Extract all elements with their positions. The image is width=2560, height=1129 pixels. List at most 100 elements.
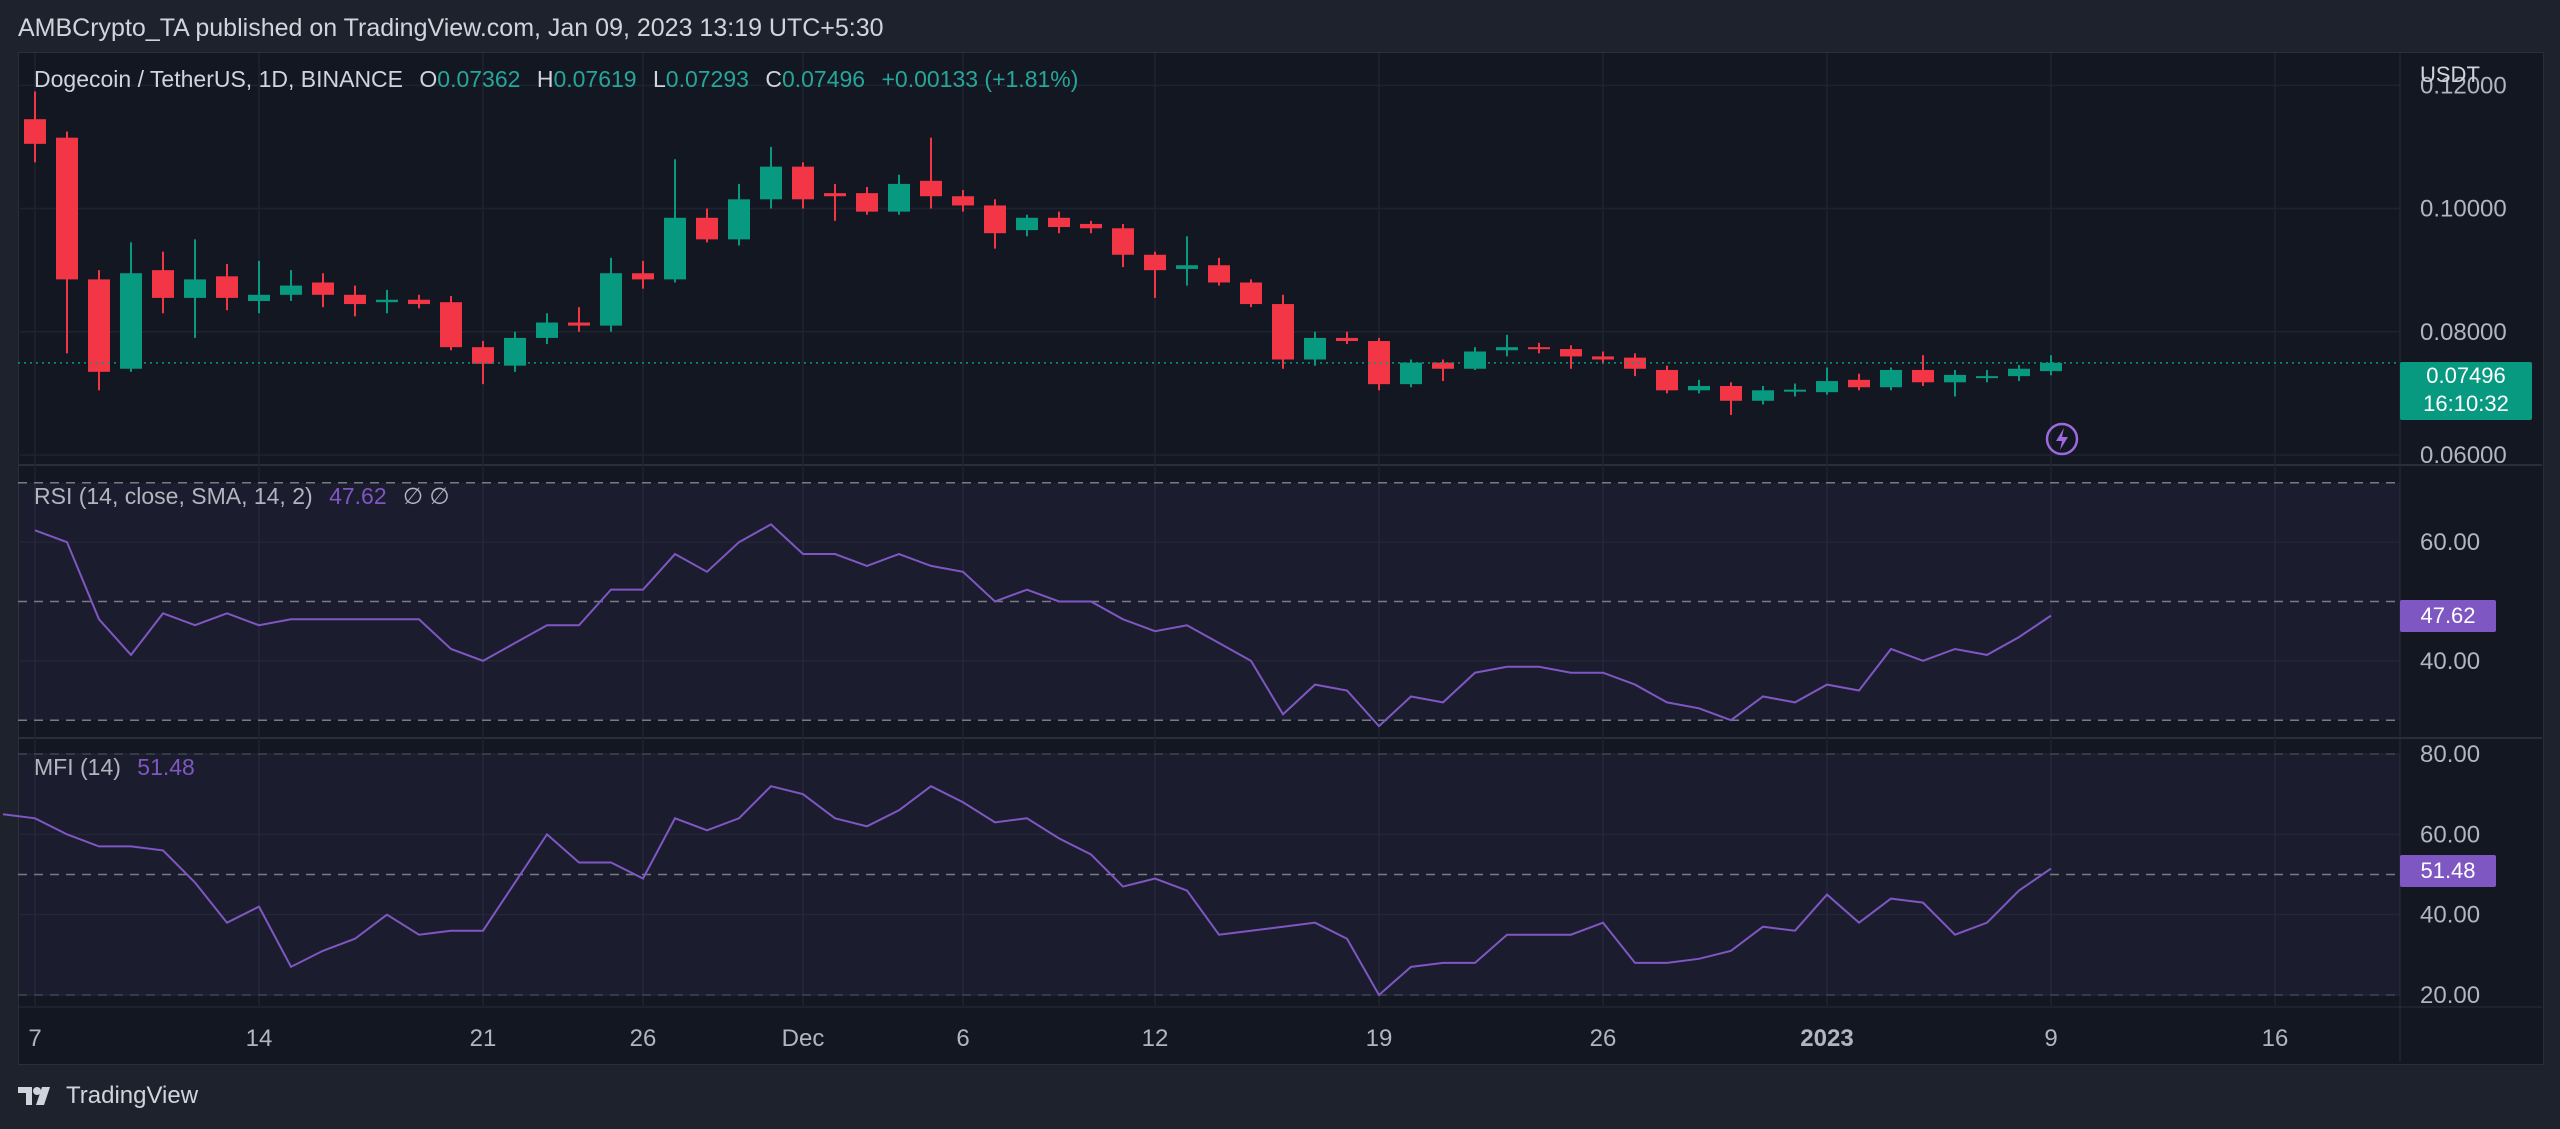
rsi-pane bbox=[18, 482, 2400, 728]
candle-body bbox=[1080, 223, 1102, 229]
x-tick-label: 26 bbox=[1590, 1025, 1617, 1052]
candle-body bbox=[1400, 362, 1422, 385]
candle-body bbox=[216, 276, 238, 298]
candle-body bbox=[1176, 265, 1198, 269]
symbol-legend: Dogecoin / TetherUS, 1D, BINANCE O0.0736… bbox=[34, 66, 1078, 93]
x-tick-label: 26 bbox=[630, 1025, 657, 1052]
x-tick-label: 2023 bbox=[1800, 1025, 1853, 1052]
candle-body bbox=[1016, 217, 1038, 231]
candle-body bbox=[664, 217, 686, 280]
x-tick-label: 7 bbox=[28, 1025, 41, 1052]
candle-body bbox=[344, 294, 366, 305]
mfi-value-tag: 51.48 bbox=[2400, 855, 2496, 887]
candle-body bbox=[24, 119, 46, 144]
axis-labels: 7 14 21 26 Dec 6 12 19 26 2023 9 16 0.12000 0.10000 0.… bbox=[28, 72, 2506, 1052]
candle-body bbox=[568, 322, 590, 326]
price-tick-label: 0.08000 bbox=[2420, 319, 2507, 346]
tradingview-logo-icon bbox=[18, 1087, 50, 1105]
candlestick-series bbox=[18, 91, 2400, 415]
candle-body bbox=[696, 217, 718, 240]
candle-body bbox=[1272, 304, 1294, 360]
rsi-label: RSI (14, close, SMA, 14, 2) bbox=[34, 483, 313, 509]
rsi-value: 47.62 bbox=[329, 483, 387, 509]
mfi-tick-label: 40.00 bbox=[2420, 902, 2480, 929]
candle-body bbox=[152, 270, 174, 298]
candle-body bbox=[760, 166, 782, 200]
candle-body bbox=[1464, 351, 1486, 369]
candle-body bbox=[504, 337, 526, 366]
candle-body bbox=[2008, 368, 2030, 377]
candle-body bbox=[1496, 347, 1518, 351]
mfi-legend: MFI (14) 51.48 bbox=[34, 754, 195, 781]
candle-body bbox=[536, 322, 558, 338]
price-tick-label: 0.10000 bbox=[2420, 196, 2507, 223]
candle-body bbox=[1816, 381, 1838, 393]
rsi-tick-label: 60.00 bbox=[2420, 529, 2480, 556]
price-tick-label: 0.12000 bbox=[2420, 72, 2507, 99]
low-value: 0.07293 bbox=[665, 66, 749, 92]
high-label: H bbox=[536, 66, 554, 92]
candle-body bbox=[440, 302, 462, 348]
lightning-icon[interactable] bbox=[2045, 422, 2079, 456]
candle-body bbox=[408, 299, 430, 305]
rsi-extras: ∅ ∅ bbox=[403, 483, 450, 509]
currency-label: USDT bbox=[2420, 62, 2480, 87]
x-tick-label: 14 bbox=[246, 1025, 273, 1052]
x-tick-label: 21 bbox=[470, 1025, 497, 1052]
close-value: 0.07496 bbox=[781, 66, 866, 92]
mfi-tick-label: 80.00 bbox=[2420, 741, 2480, 768]
candle-body bbox=[1688, 385, 1710, 391]
candle-body bbox=[920, 180, 942, 197]
close-label: C bbox=[765, 66, 782, 92]
candle-body bbox=[1112, 228, 1134, 255]
candle-body bbox=[248, 294, 270, 301]
bar-countdown: 16:10:32 bbox=[2423, 391, 2509, 416]
candle-body bbox=[1944, 374, 1966, 383]
candle-body bbox=[1048, 217, 1070, 228]
open-value: 0.07362 bbox=[437, 66, 521, 92]
price-tick-label: 0.06000 bbox=[2420, 442, 2507, 469]
candle-body bbox=[792, 166, 814, 200]
candle-body bbox=[1336, 337, 1358, 342]
candle-body bbox=[2040, 362, 2062, 372]
candle-body bbox=[1560, 349, 1582, 357]
mfi-value: 51.48 bbox=[137, 754, 195, 780]
brand-name: TradingView bbox=[66, 1082, 199, 1109]
mfi-label: MFI (14) bbox=[34, 754, 121, 780]
candle-body bbox=[824, 193, 846, 197]
rsi-tick-label: 40.00 bbox=[2420, 648, 2480, 675]
last-price-value: 0.07496 bbox=[2426, 363, 2506, 388]
change-value: +0.00133 (+1.81%) bbox=[881, 66, 1079, 92]
candle-body bbox=[376, 299, 398, 303]
footer-brand[interactable]: TradingView bbox=[18, 1082, 198, 1110]
candle-body bbox=[1592, 356, 1614, 360]
x-tick-label: 6 bbox=[956, 1025, 969, 1052]
candle-body bbox=[88, 279, 110, 372]
chart-container[interactable] bbox=[18, 52, 2544, 1065]
open-label: O bbox=[419, 66, 438, 92]
candle-body bbox=[1528, 347, 1550, 350]
mfi-tick-label: 20.00 bbox=[2420, 982, 2480, 1009]
low-label: L bbox=[652, 66, 666, 92]
mfi-pane bbox=[2, 753, 2400, 997]
x-tick-label: 12 bbox=[1142, 1025, 1169, 1052]
rsi-line bbox=[34, 523, 2052, 728]
candle-body bbox=[952, 196, 974, 206]
candle-body bbox=[1240, 282, 1262, 305]
candle-body bbox=[888, 183, 910, 212]
candle-body bbox=[1144, 254, 1166, 271]
mfi-tick-label: 60.00 bbox=[2420, 821, 2480, 848]
publisher-header: AMBCrypto_TA published on TradingView.co… bbox=[18, 14, 884, 42]
rsi-legend: RSI (14, close, SMA, 14, 2) 47.62 ∅ ∅ bbox=[34, 483, 449, 510]
candle-body bbox=[184, 279, 206, 298]
candle-body bbox=[1848, 379, 1870, 388]
candle-body bbox=[1656, 369, 1678, 391]
mfi-line bbox=[2, 785, 2052, 997]
symbol-name: Dogecoin / TetherUS, 1D, BINANCE bbox=[34, 66, 404, 92]
candle-body bbox=[1720, 385, 1742, 401]
candle-body bbox=[856, 193, 878, 212]
candle-body bbox=[1368, 341, 1390, 385]
rsi-value-tag: 47.62 bbox=[2400, 600, 2496, 632]
candle-body bbox=[56, 137, 78, 280]
